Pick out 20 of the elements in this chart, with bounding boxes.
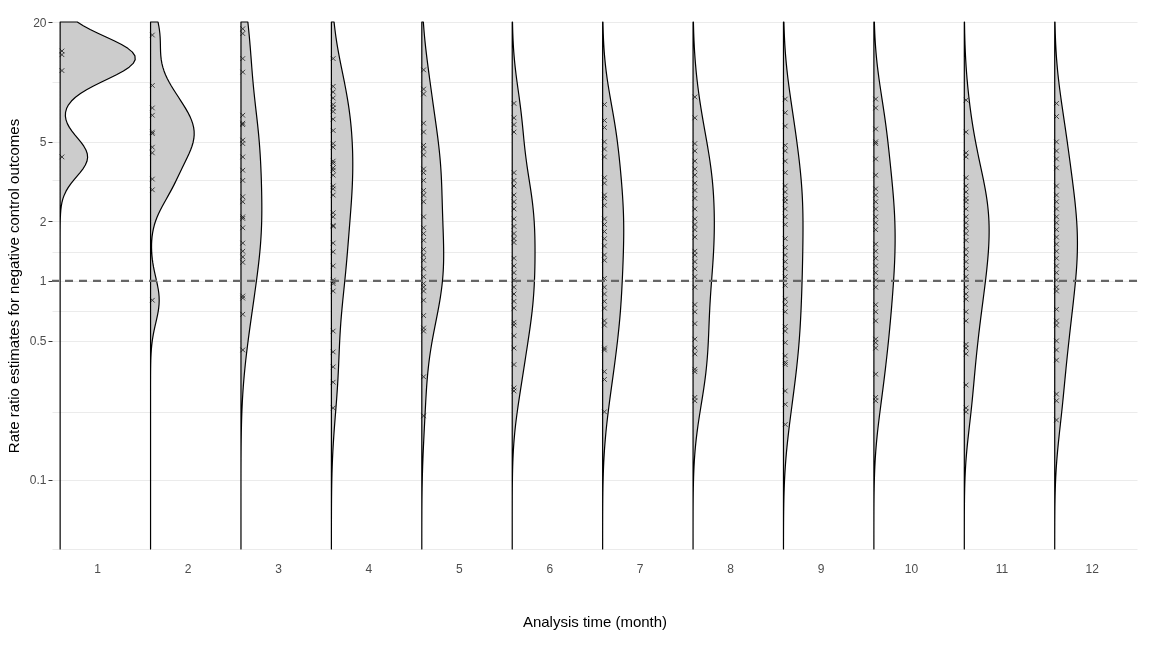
- y-axis-title: Rate ratio estimates for negative control outcomes: [4, 118, 22, 454]
- x-axis-title: Analysis time (month): [522, 612, 668, 630]
- y-tick-label: 1: [39, 274, 47, 289]
- x-tick-label: 2: [184, 561, 192, 576]
- y-tick-label: 5: [39, 135, 47, 150]
- x-tick-label: 1: [94, 561, 102, 576]
- y-tick-label: 0.1: [29, 473, 47, 488]
- x-tick-label: 7: [636, 561, 644, 576]
- y-tick-label: 2: [39, 214, 47, 229]
- x-tick-label: 9: [817, 561, 825, 576]
- x-tick-label: 5: [456, 561, 464, 576]
- x-tick-label: 10: [904, 561, 919, 576]
- y-tick-label: 20: [33, 15, 47, 30]
- x-tick-label: 12: [1085, 561, 1100, 576]
- x-tick-label: 3: [275, 561, 283, 576]
- y-tick-label: 0.5: [29, 334, 47, 349]
- x-tick-label: 8: [727, 561, 735, 576]
- x-tick-label: 6: [546, 561, 554, 576]
- x-tick-label: 4: [365, 561, 373, 576]
- x-tick-label: 11: [995, 561, 1009, 576]
